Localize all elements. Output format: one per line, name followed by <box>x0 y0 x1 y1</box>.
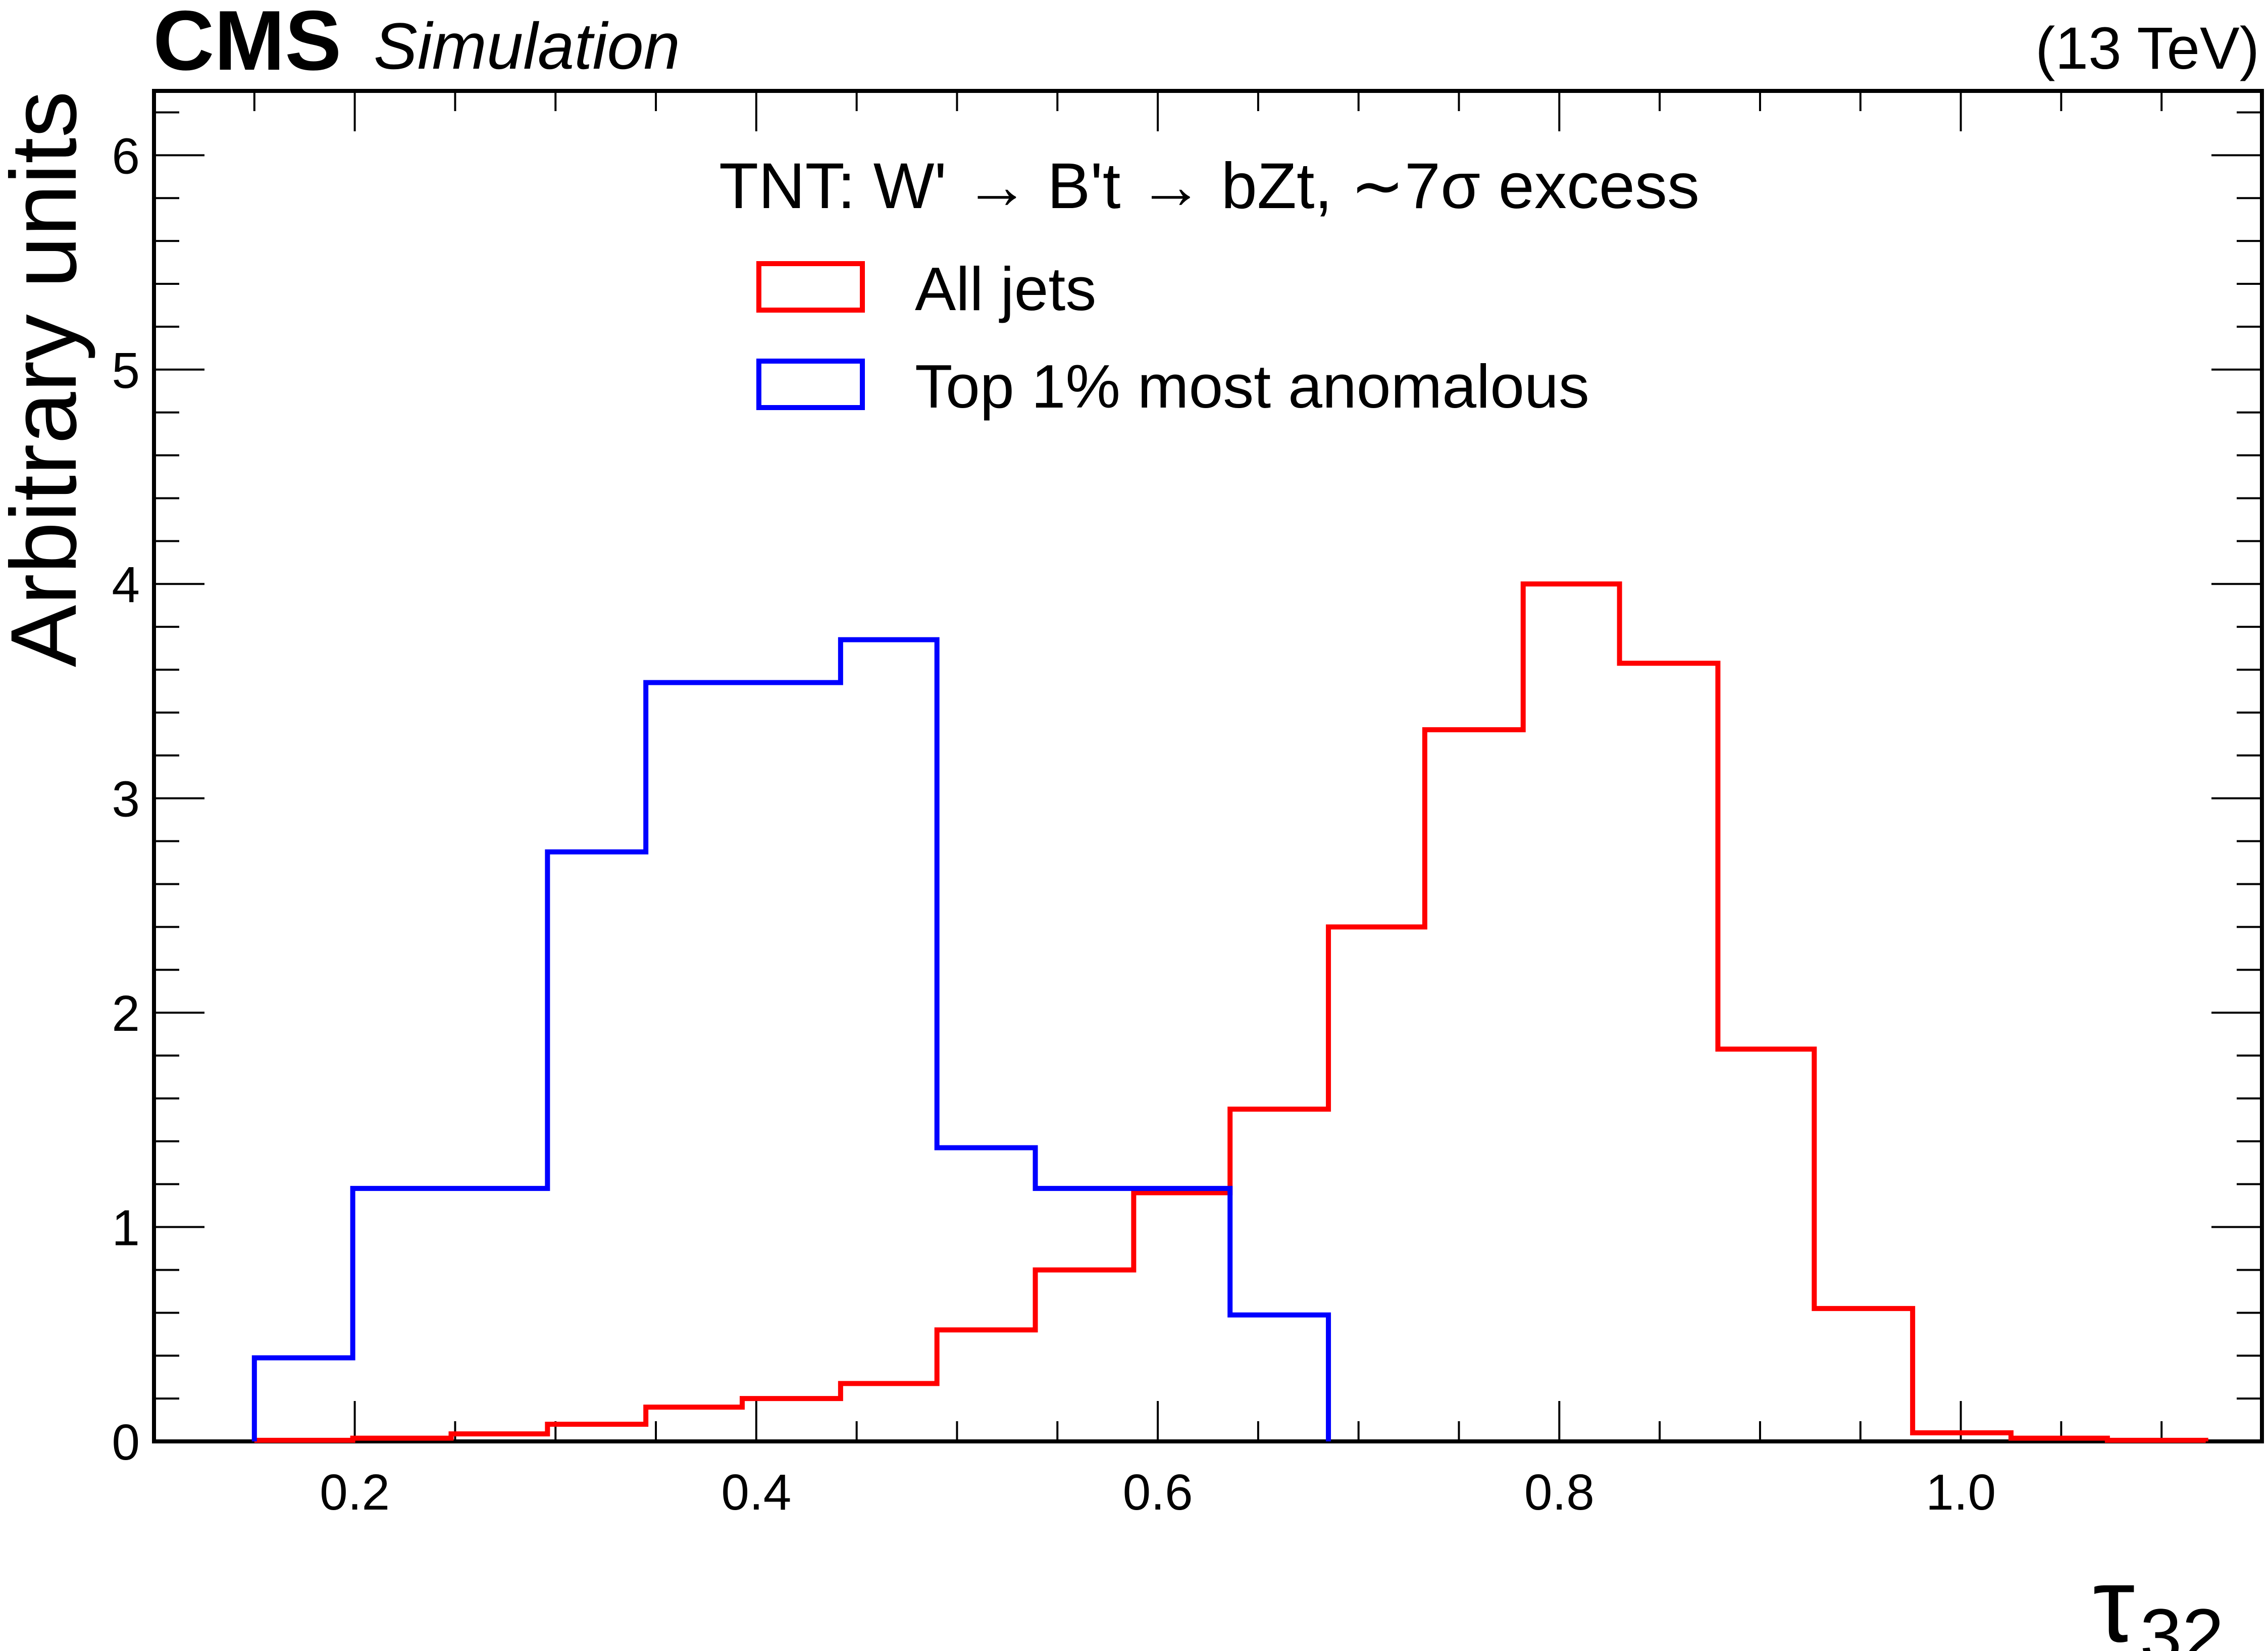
y-tick-label: 6 <box>112 128 140 184</box>
y-tick-label: 1 <box>112 1200 140 1257</box>
series-top-anomalous-histogram <box>251 637 1331 1441</box>
energy-label: (13 TeV) <box>2035 15 2259 82</box>
legend-label-all-jets: All jets <box>915 255 1096 323</box>
minor-ticks <box>153 91 2263 1441</box>
x-tick-label: 0.8 <box>1524 1464 1594 1521</box>
cms-label: CMS <box>153 0 341 88</box>
y-tick-labels: 0 1 2 3 4 5 6 <box>112 128 140 1471</box>
y-tick-label: 4 <box>112 557 140 613</box>
y-axis-title: Arbitrary units <box>0 91 96 667</box>
simulation-label: Simulation <box>374 9 680 83</box>
legend-title: TNT: W' → B't → bZt, ∼7σ excess <box>719 150 1699 222</box>
x-tick-label: 0.6 <box>1123 1464 1193 1521</box>
legend-swatch-top-anomalous <box>756 359 865 410</box>
x-axis-title-subscript: 32 <box>2140 1593 2224 1651</box>
plot-frame <box>152 89 2264 1443</box>
legend-label-top-anomalous: Top 1% most anomalous <box>915 352 1589 421</box>
y-tick-label: 5 <box>112 342 140 399</box>
legend-swatch-all-jets <box>756 261 865 313</box>
major-ticks <box>154 91 2262 1442</box>
y-tick-label: 2 <box>112 985 140 1042</box>
x-tick-labels: 0.2 0.4 0.6 0.8 1.0 <box>320 1464 1996 1521</box>
y-tick-label: 3 <box>112 771 140 828</box>
x-axis-title-tau: τ <box>2093 1545 2135 1651</box>
x-tick-label: 1.0 <box>1926 1464 1996 1521</box>
x-tick-label: 0.4 <box>721 1464 791 1521</box>
x-axis-title: τ32 <box>2093 1545 2224 1651</box>
legend: TNT: W' → B't → bZt, ∼7σ excess All jets… <box>719 150 1699 421</box>
x-tick-label: 0.2 <box>320 1464 390 1521</box>
series-layer <box>251 581 2208 1443</box>
y-tick-label: 0 <box>112 1414 140 1471</box>
series-all-jets-histogram <box>251 581 2208 1443</box>
